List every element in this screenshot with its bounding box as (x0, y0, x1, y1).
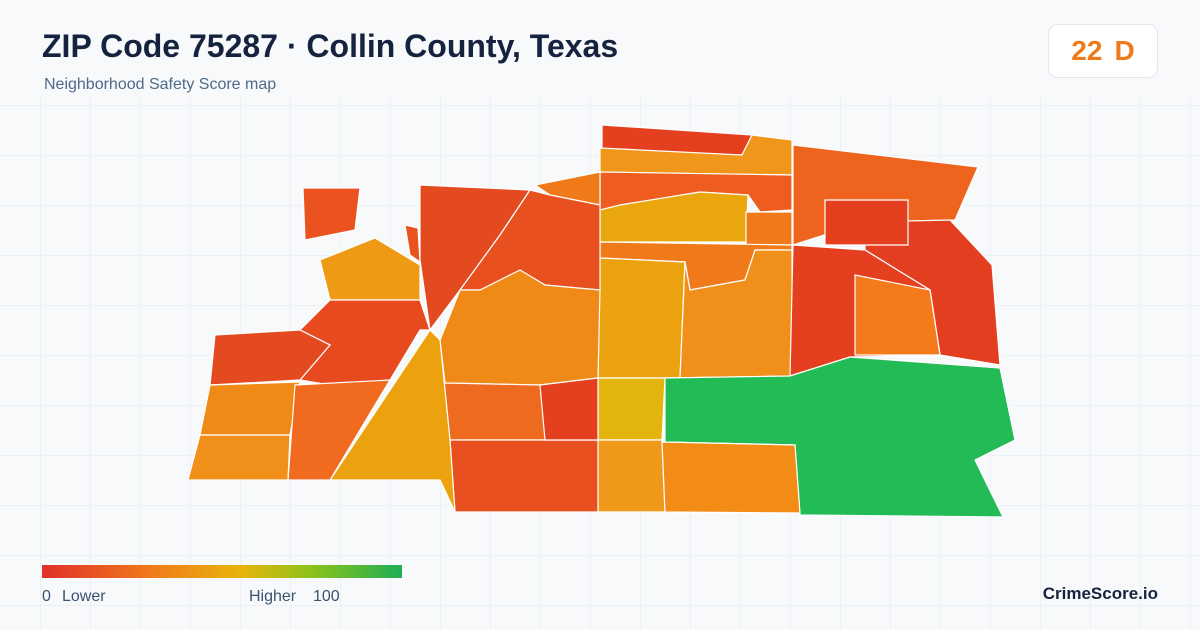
subtitle: Neighborhood Safety Score map (44, 76, 277, 93)
score-value: 22 (1071, 35, 1103, 66)
legend-min: 0 (42, 588, 51, 605)
legend-max-label: Higher (249, 588, 297, 605)
legend-max: 100 (313, 588, 340, 605)
score-grade: D (1114, 35, 1135, 66)
legend-gradient (42, 565, 402, 578)
brand: CrimeScore.io (1042, 584, 1158, 603)
title: ZIP Code 75287 · Collin County, Texas (42, 28, 619, 64)
legend-min-label: Lower (62, 588, 106, 605)
regions (187, 124, 1016, 518)
score-badge: 22 D (1048, 24, 1158, 78)
